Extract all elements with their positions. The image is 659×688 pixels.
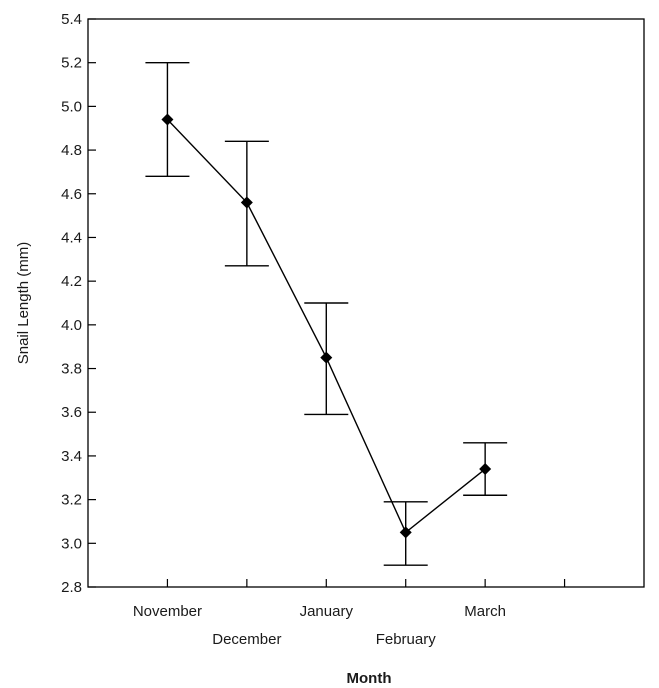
x-tick-label: March — [464, 603, 506, 620]
y-tick-label: 4.4 — [61, 229, 82, 246]
data-point-marker — [320, 351, 333, 364]
y-tick-label: 4.0 — [61, 317, 82, 334]
data-point-marker — [399, 526, 412, 539]
y-tick-label: 3.8 — [61, 361, 82, 378]
data-point-marker — [240, 196, 253, 209]
y-tick-label: 3.6 — [61, 404, 82, 421]
x-tick-label: February — [376, 631, 437, 648]
y-tick-label: 5.2 — [61, 55, 82, 72]
x-axis: November December January February March — [133, 579, 566, 648]
data-point-marker — [161, 113, 174, 126]
x-tick-label: December — [212, 631, 281, 648]
y-tick-label: 4.2 — [61, 273, 82, 290]
y-tick-label: 3.0 — [61, 535, 82, 552]
y-tick-label: 4.6 — [61, 186, 82, 203]
plot-area-frame — [87, 18, 645, 588]
y-tick-label: 5.0 — [61, 98, 82, 115]
y-tick-label: 3.2 — [61, 492, 82, 509]
y-tick-label: 5.4 — [61, 11, 82, 28]
x-axis-title: Month — [347, 670, 392, 687]
y-axis: 2.8 3.0 3.2 3.4 3.6 3.8 4.0 4.2 4.4 4.6 4.8 5.0 5.2 5… — [61, 11, 96, 596]
y-tick-label: 3.4 — [61, 448, 82, 465]
x-tick-label: January — [300, 603, 354, 620]
y-axis-title: Snail Length (mm) — [15, 242, 32, 365]
series-layer — [145, 61, 508, 566]
y-tick-label: 4.8 — [61, 142, 82, 159]
x-tick-label: November — [133, 603, 202, 620]
data-point-marker — [479, 463, 492, 476]
y-tick-label: 2.8 — [61, 579, 82, 596]
